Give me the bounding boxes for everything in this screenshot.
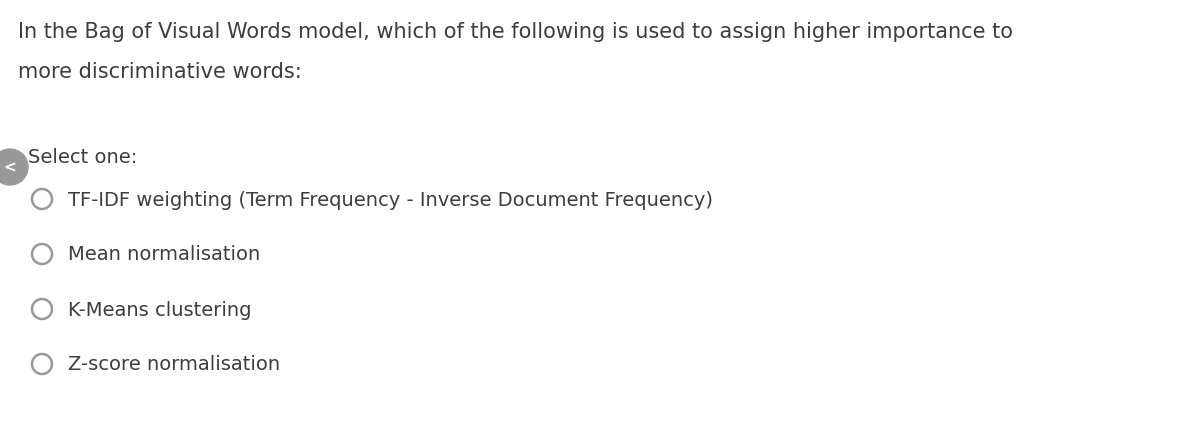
Text: <: < — [4, 160, 17, 175]
Text: more discriminative words:: more discriminative words: — [18, 62, 301, 82]
Text: Select one:: Select one: — [28, 148, 137, 166]
Text: Z-score normalisation: Z-score normalisation — [68, 355, 280, 374]
Circle shape — [0, 150, 28, 186]
Text: In the Bag of Visual Words model, which of the following is used to assign highe: In the Bag of Visual Words model, which … — [18, 22, 1013, 42]
Text: Mean normalisation: Mean normalisation — [68, 245, 260, 264]
Text: TF-IDF weighting (Term Frequency - Inverse Document Frequency): TF-IDF weighting (Term Frequency - Inver… — [68, 190, 713, 209]
Text: K-Means clustering: K-Means clustering — [68, 300, 252, 319]
